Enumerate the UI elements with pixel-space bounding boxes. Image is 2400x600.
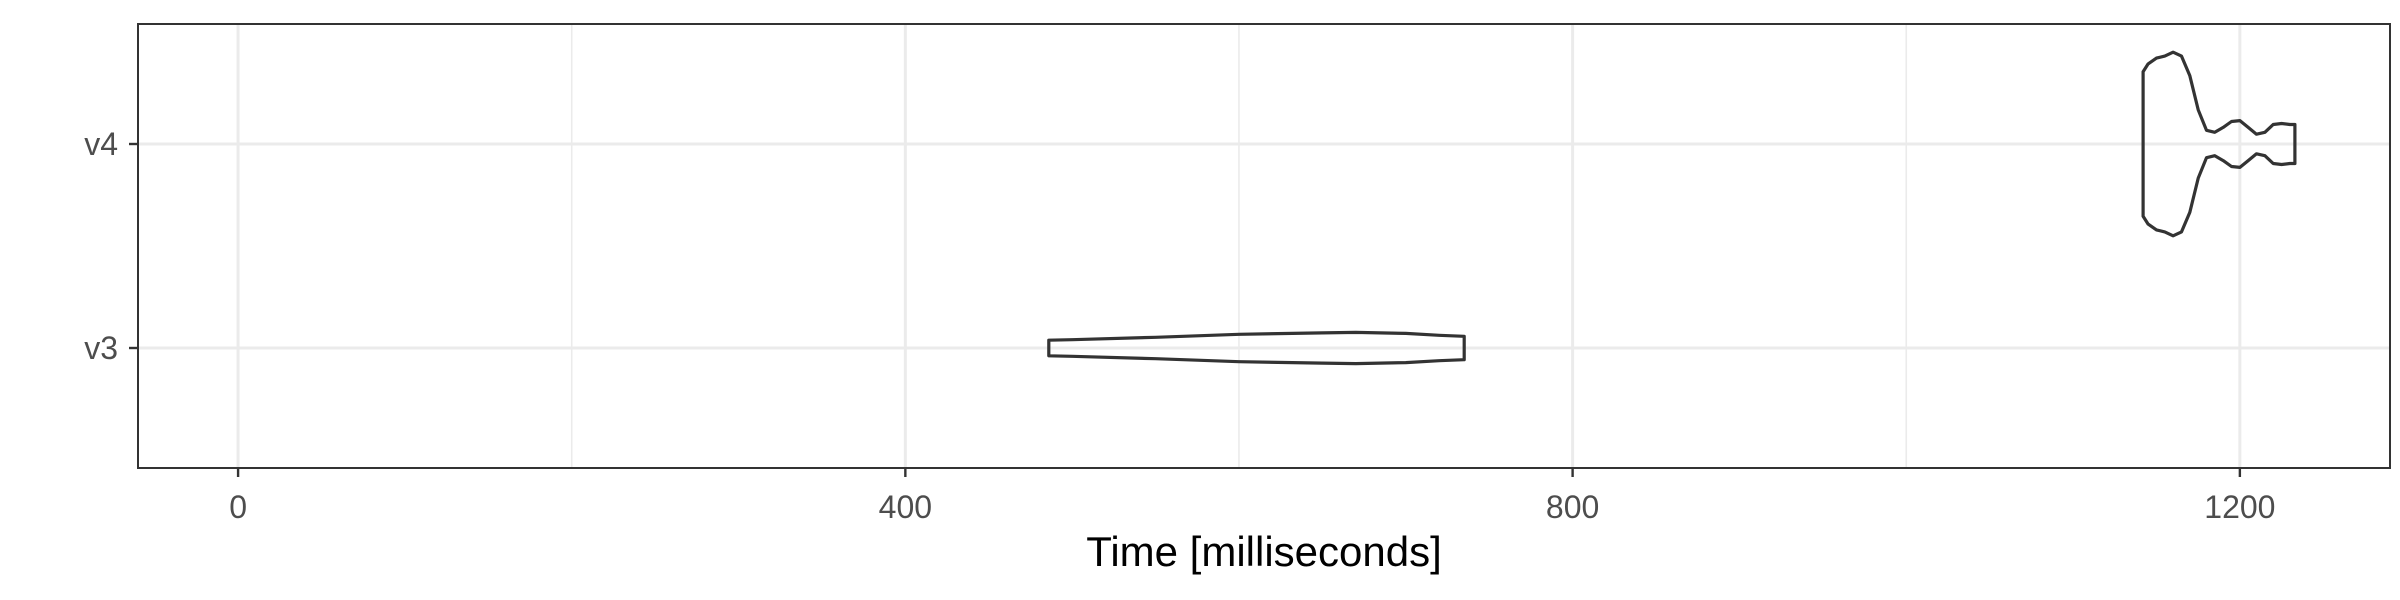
violins bbox=[1047, 50, 2297, 366]
x-axis-title: Time [milliseconds] bbox=[1086, 528, 1442, 575]
violin-v3 bbox=[1047, 330, 1466, 366]
x-tick-label: 400 bbox=[879, 489, 932, 525]
x-axis: 0 400 800 1200 bbox=[229, 468, 2275, 525]
y-tick-label: v4 bbox=[84, 126, 118, 162]
x-tick-label: 0 bbox=[229, 489, 247, 525]
y-tick-label: v3 bbox=[84, 330, 118, 366]
violin-v4 bbox=[2141, 50, 2297, 238]
major-gridlines bbox=[138, 24, 2390, 468]
panel-border bbox=[137, 23, 2391, 469]
minor-gridlines bbox=[570, 24, 1908, 468]
x-tick-label: 1200 bbox=[2204, 489, 2275, 525]
x-tick-label: 800 bbox=[1546, 489, 1599, 525]
y-axis: v3 v4 bbox=[84, 126, 138, 366]
